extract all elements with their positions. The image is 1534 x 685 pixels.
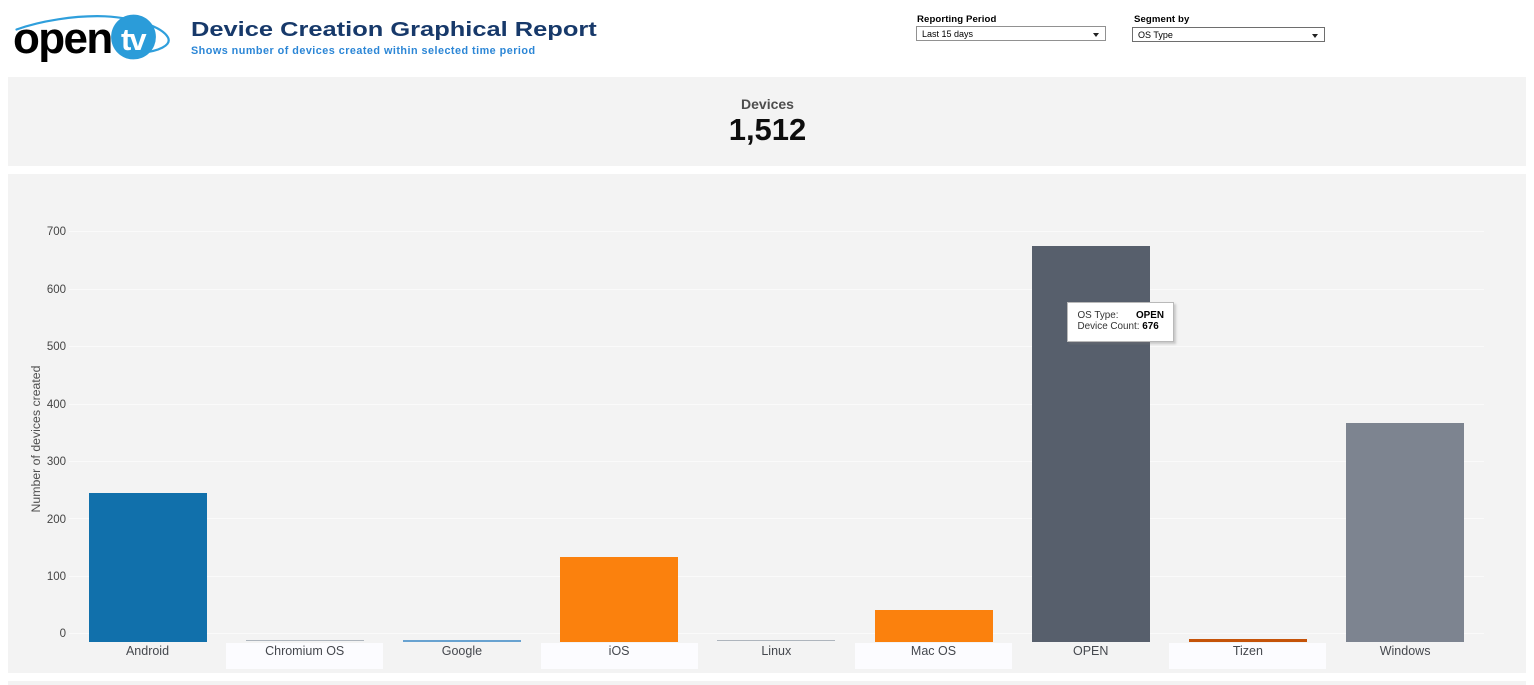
svg-text:open: open — [13, 14, 112, 63]
svg-text:tv: tv — [121, 22, 147, 57]
